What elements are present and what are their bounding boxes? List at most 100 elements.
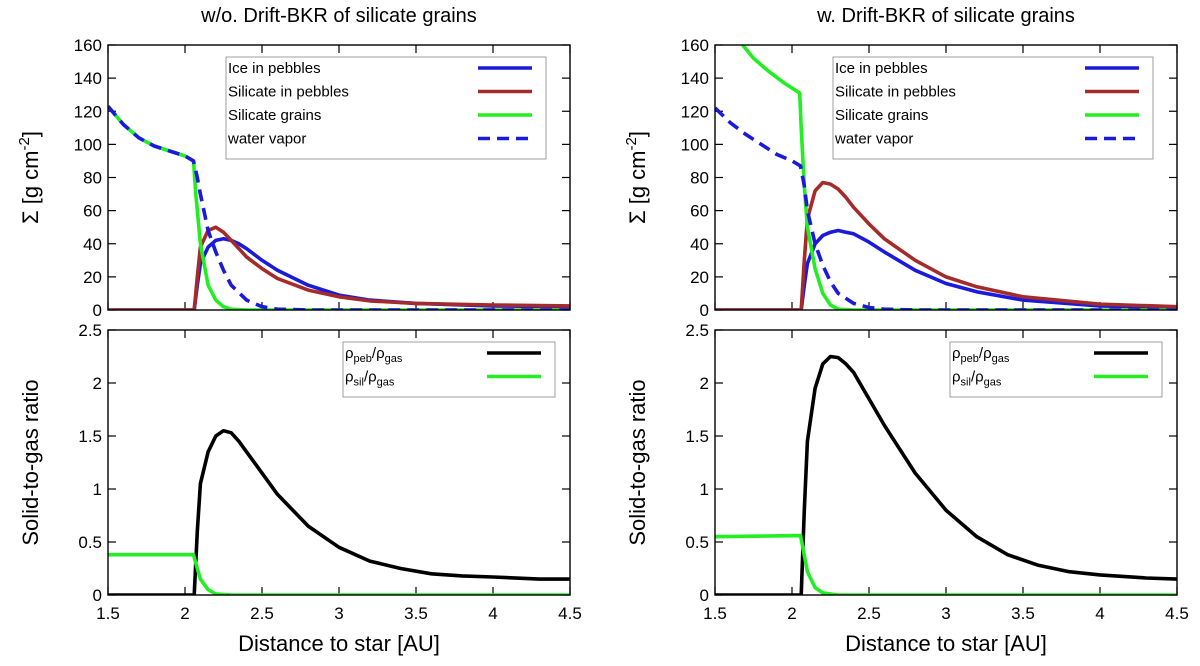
legend-label-mid: /ρ bbox=[372, 345, 385, 362]
y-tick-label: 20 bbox=[690, 268, 709, 287]
series-line--sil-gas bbox=[108, 552, 570, 595]
legend-label-sub2: gas bbox=[992, 353, 1010, 365]
panel-left-top: w/o. Drift-BKR of silicate grains 0 20 40 60… bbox=[16, 5, 571, 320]
x-tick-label: 3.5 bbox=[404, 604, 428, 623]
y-tick-label: 60 bbox=[690, 202, 709, 221]
plot-frame bbox=[107, 329, 571, 596]
y-axis-label: Solid-to-gas ratio bbox=[18, 379, 43, 545]
y-tick-label: 100 bbox=[681, 135, 709, 154]
series-group bbox=[108, 105, 570, 310]
legend-label: water vapor bbox=[227, 131, 306, 148]
x-tick-label: 4 bbox=[1095, 604, 1104, 623]
y-tick-label: 80 bbox=[690, 169, 709, 188]
y-axis-label-main: Solid-to-gas ratio bbox=[625, 379, 650, 545]
series-line--peb-gas bbox=[108, 428, 570, 595]
legend-box bbox=[342, 341, 556, 398]
y-tick-label: 40 bbox=[690, 235, 709, 254]
legend-box bbox=[225, 56, 547, 160]
panel-title: w. Drift-BKR of silicate grains bbox=[816, 5, 1075, 27]
x-tick-label: 2.5 bbox=[857, 604, 881, 623]
legend-label-sub1: peb bbox=[961, 353, 979, 365]
legend-label: Silicate grains bbox=[835, 107, 928, 124]
x-tick-label: 2 bbox=[787, 604, 796, 623]
y-axis-label: Solid-to-gas ratio bbox=[625, 379, 650, 545]
x-tick-label: 4.5 bbox=[1165, 604, 1189, 623]
x-tick-label: 3 bbox=[334, 604, 343, 623]
y-tick-label: 40 bbox=[83, 235, 102, 254]
legend-label-rho: ρ bbox=[345, 345, 354, 362]
y-tick-label: 2 bbox=[700, 374, 709, 393]
panel-right-top: w. Drift-BKR of silicate grains 0 20 40 60 80… bbox=[623, 5, 1178, 320]
y-axis-label-sup: -2 bbox=[16, 137, 33, 150]
legend-label-sub2: gas bbox=[984, 377, 1002, 389]
legend-label: Silicate grains bbox=[228, 107, 321, 124]
y-tick-label: 80 bbox=[83, 169, 102, 188]
y-tick-label: 160 bbox=[74, 36, 102, 55]
legend: Ice in pebbles Silicate in pebbles Silicat… bbox=[832, 56, 1154, 160]
x-axis-label: Distance to star [AU] bbox=[238, 631, 440, 656]
series-line-silicate-in-pebbles bbox=[108, 225, 570, 310]
y-tick-label: 140 bbox=[681, 69, 709, 88]
legend-label-sub2: gas bbox=[377, 377, 395, 389]
legend-label: Ice in pebbles bbox=[835, 60, 928, 77]
legend-label-mid: /ρ bbox=[979, 345, 992, 362]
legend-box bbox=[832, 56, 1154, 160]
y-tick-label: 100 bbox=[74, 135, 102, 154]
plot-frame bbox=[107, 44, 571, 311]
x-tick-label: 4 bbox=[488, 604, 497, 623]
legend-label-sub1: sil bbox=[961, 377, 971, 389]
series-group bbox=[715, 45, 1177, 310]
legend-label: ρsil/ρgas bbox=[952, 369, 1002, 389]
series-line-water-vapor bbox=[108, 105, 570, 310]
y-axis-label-sup: -2 bbox=[623, 137, 640, 150]
y-axis-label: Σ [g cm-2] bbox=[16, 131, 43, 224]
legend-label: Ice in pebbles bbox=[228, 60, 321, 77]
y-tick-label: 0 bbox=[93, 586, 102, 605]
x-tick-label: 2 bbox=[180, 604, 189, 623]
panel-left-bottom: 0 0.5 1 1.5 2 2.5 1.5 2 2.5 3 3.5 4 4.5 Solid-to-gas … bbox=[18, 321, 582, 656]
y-axis-label-main: Σ [g cm bbox=[18, 150, 43, 224]
y-tick-label: 120 bbox=[74, 102, 102, 121]
legend-label-rho: ρ bbox=[952, 369, 961, 386]
series-line-silicate-grains bbox=[108, 105, 570, 310]
y-tick-label: 60 bbox=[83, 202, 102, 221]
series-group bbox=[715, 354, 1177, 595]
y-tick-label: 20 bbox=[83, 268, 102, 287]
y-axis-label-end: ] bbox=[625, 131, 650, 137]
legend-label-rho: ρ bbox=[345, 369, 354, 386]
series-group bbox=[108, 428, 570, 595]
legend-label: ρpeb/ρgas bbox=[345, 345, 403, 365]
legend-label-sub2: gas bbox=[385, 353, 403, 365]
series-line--sil-gas bbox=[715, 533, 1177, 595]
y-tick-label: 0 bbox=[700, 586, 709, 605]
x-tick-label: 1.5 bbox=[703, 604, 727, 623]
y-tick-label: 2.5 bbox=[685, 321, 709, 340]
x-tick-label: 3.5 bbox=[1011, 604, 1035, 623]
legend-label-sub1: sil bbox=[354, 377, 364, 389]
y-axis-label-end: ] bbox=[18, 131, 43, 137]
legend-label: Silicate in pebbles bbox=[835, 84, 956, 101]
plot-frame bbox=[714, 44, 1178, 311]
legend-label-mid: /ρ bbox=[364, 369, 377, 386]
series-line-ice-in-pebbles bbox=[715, 228, 1177, 310]
y-tick-label: 0 bbox=[700, 301, 709, 320]
legend-label: ρsil/ρgas bbox=[345, 369, 395, 389]
x-tick-label: 2.5 bbox=[250, 604, 274, 623]
legend: Ice in pebbles Silicate in pebbles Silicat… bbox=[225, 56, 547, 160]
legend-box bbox=[949, 341, 1163, 398]
legend-label: water vapor bbox=[834, 131, 913, 148]
plot-frame bbox=[714, 329, 1178, 596]
y-tick-label: 160 bbox=[681, 36, 709, 55]
y-tick-label: 0.5 bbox=[78, 533, 102, 552]
x-axis-label: Distance to star [AU] bbox=[845, 631, 1047, 656]
series-line-water-vapor bbox=[715, 106, 1177, 310]
y-tick-label: 2.5 bbox=[78, 321, 102, 340]
x-tick-label: 3 bbox=[941, 604, 950, 623]
legend-label: ρpeb/ρgas bbox=[952, 345, 1010, 365]
legend-label: Silicate in pebbles bbox=[228, 84, 349, 101]
y-axis-label: Σ [g cm-2] bbox=[623, 131, 650, 224]
y-tick-label: 0 bbox=[93, 301, 102, 320]
